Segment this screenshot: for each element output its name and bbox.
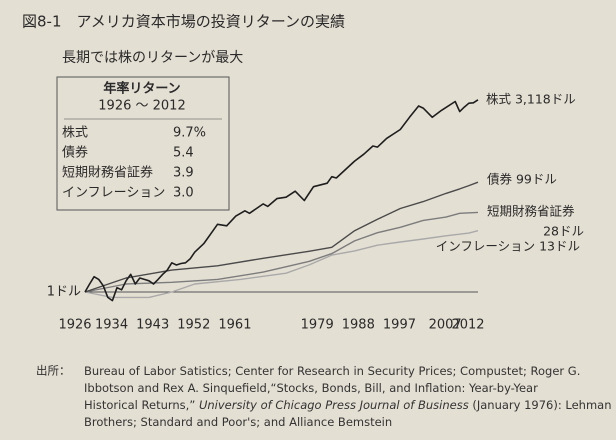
baseline-label: 1ドル bbox=[47, 285, 81, 300]
source-segment: Brothers; Standard and Poor's; and Allia… bbox=[84, 415, 392, 429]
series-line bbox=[84, 181, 479, 293]
series-label: インフレーション 13ドル bbox=[436, 239, 580, 254]
source-line: Historical Returns,” University of Chica… bbox=[84, 398, 612, 412]
source-segment: Ibbotson and Rex A. Sinquefield,“Stocks,… bbox=[84, 381, 538, 395]
inset-row-value: 5.4 bbox=[173, 146, 194, 161]
series-line bbox=[84, 230, 479, 299]
series-label: 短期財務省証券 bbox=[487, 204, 575, 219]
x-tick-label: 1952 bbox=[177, 318, 210, 333]
x-tick-label: 1934 bbox=[95, 318, 128, 333]
series-line bbox=[84, 99, 479, 302]
x-tick-label: 1997 bbox=[383, 318, 416, 333]
inset-row-label: インフレーション bbox=[62, 186, 165, 201]
source-segment: Bureau of Labor Satistics; Center for Re… bbox=[84, 364, 580, 378]
x-tick-label: 1943 bbox=[136, 318, 169, 333]
x-tick-label: 1961 bbox=[218, 318, 251, 333]
inset-box bbox=[56, 76, 230, 211]
chart-title: 図8-1 アメリカ資本市場の投資リターンの実績 bbox=[22, 13, 345, 31]
x-tick-label: 2007 bbox=[429, 318, 462, 333]
inset-row-label: 株式 bbox=[62, 126, 88, 141]
x-tick-label: 2012 bbox=[451, 318, 484, 333]
inset-row-label: 短期財務省証券 bbox=[62, 165, 153, 181]
source-segment: (January 1976): Lehman bbox=[469, 398, 612, 412]
inset-row-value: 3.0 bbox=[173, 186, 194, 201]
x-tick-label: 1926 bbox=[58, 318, 91, 333]
source-segment: Historical Returns,” bbox=[84, 398, 199, 412]
source-line: Bureau of Labor Satistics; Center for Re… bbox=[84, 364, 580, 378]
source-label: 出所： bbox=[36, 364, 71, 378]
inset-row-value: 3.9 bbox=[173, 166, 194, 181]
chart-subtitle: 長期では株のリターンが最大 bbox=[62, 50, 243, 66]
inset-row-value: 9.7% bbox=[173, 126, 206, 141]
x-tick-label: 1988 bbox=[342, 318, 375, 333]
series-label: 株式 3,118ドル bbox=[486, 92, 576, 107]
x-tick-label: 1979 bbox=[301, 318, 334, 333]
source-line: Brothers; Standard and Poor's; and Allia… bbox=[84, 415, 392, 429]
source-segment: University of Chicago Press Journal of B… bbox=[199, 398, 469, 412]
series-line bbox=[84, 211, 479, 293]
inset-title: 年率リターン bbox=[103, 81, 180, 97]
series-label: 債券 99ドル bbox=[487, 172, 557, 187]
series-label: 28ドル bbox=[543, 224, 584, 239]
inset-row-label: 債券 bbox=[62, 145, 88, 161]
inset-period: 1926 〜 2012 bbox=[98, 99, 185, 114]
source-line: Ibbotson and Rex A. Sinquefield,“Stocks,… bbox=[84, 381, 538, 395]
